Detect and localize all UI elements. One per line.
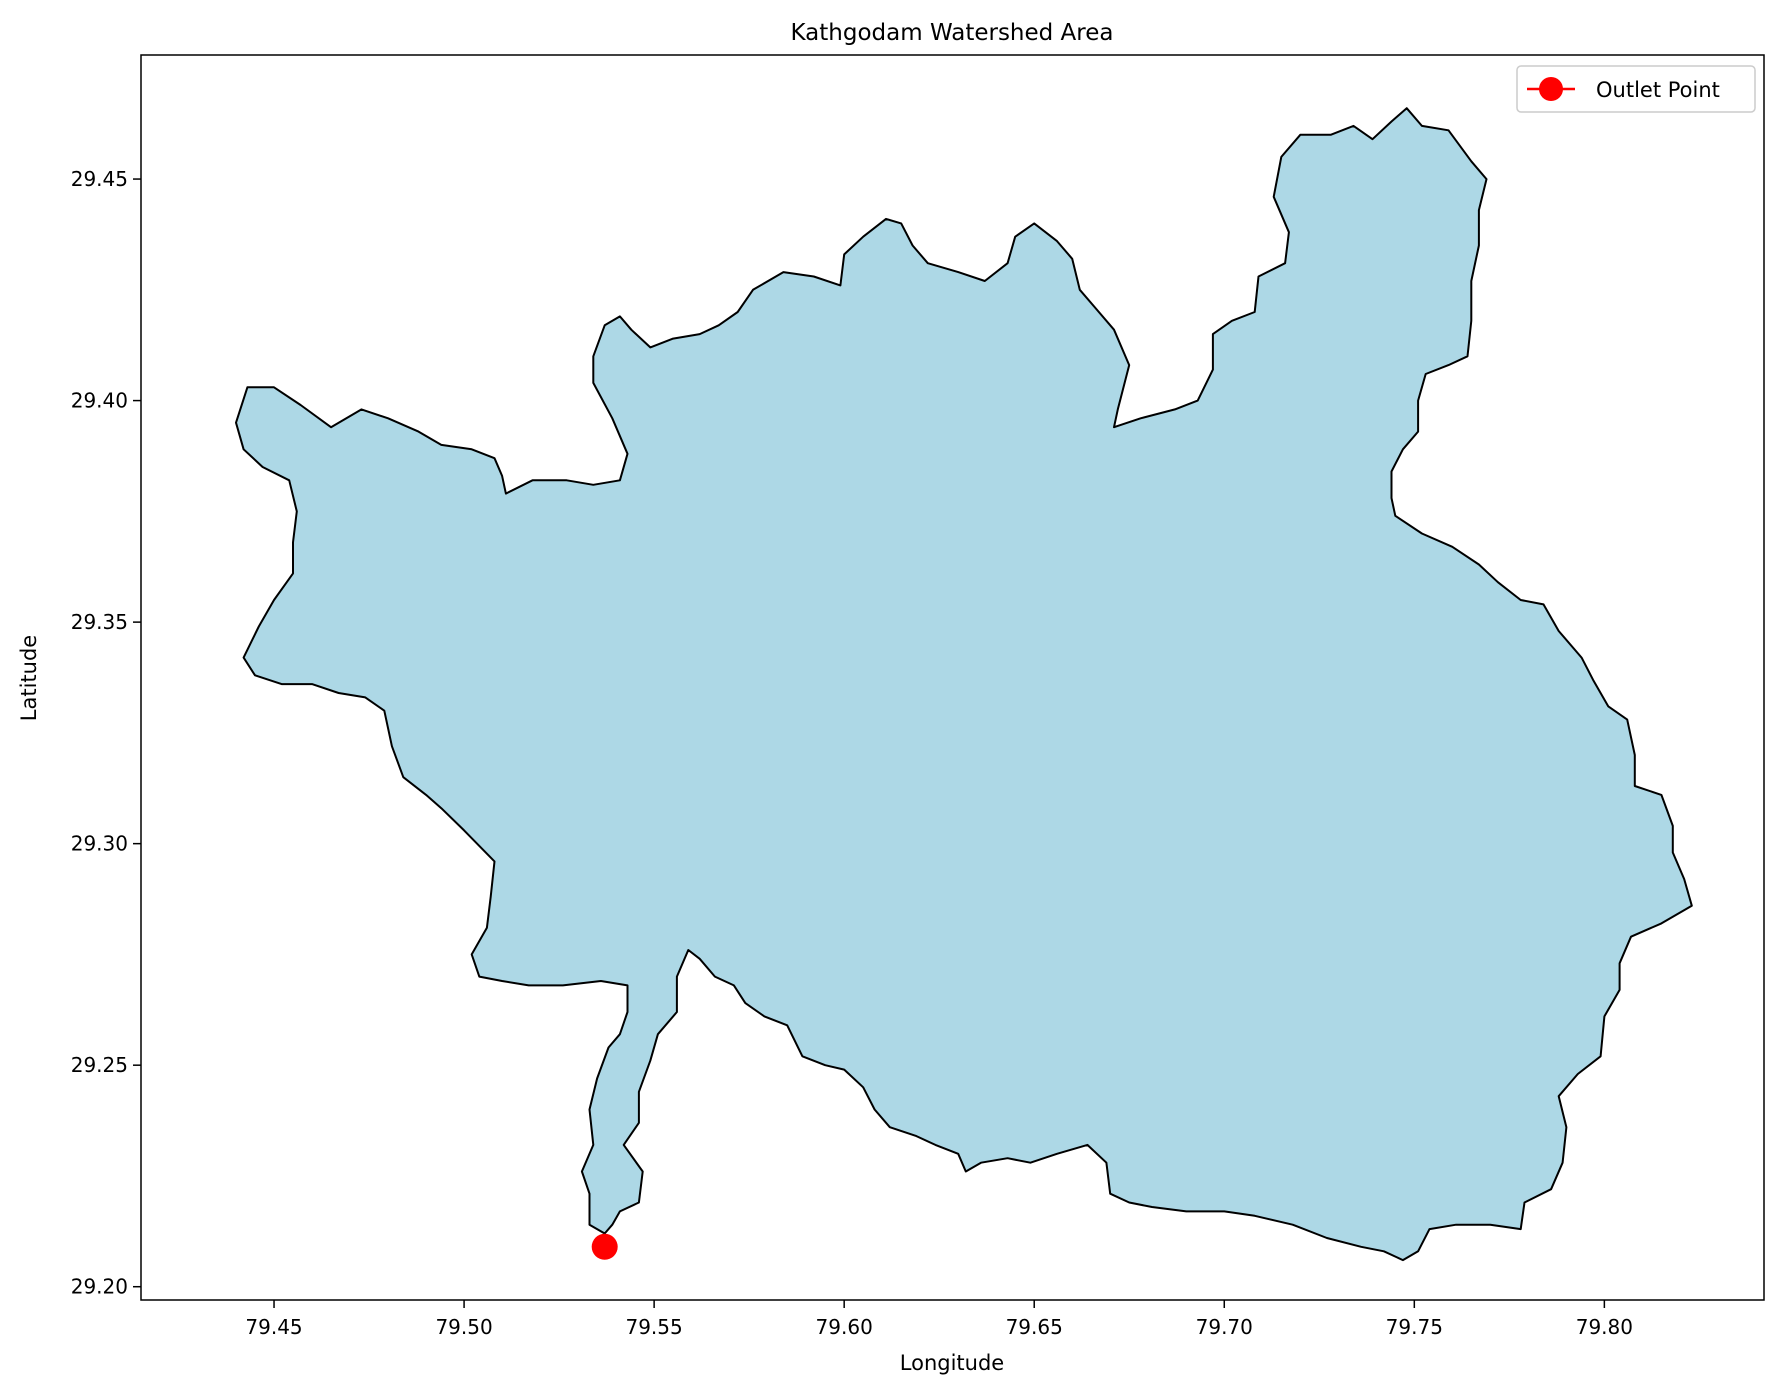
y-tick-label: 29.30 [71,832,128,856]
x-tick-label: 79.50 [435,1315,492,1339]
x-tick-label: 79.80 [1576,1315,1633,1339]
y-axis-label: Latitude [17,635,41,721]
x-axis-ticks: 79.45 79.50 79.55 79.60 79.65 79.70 79.75 79.80 [245,1300,1633,1339]
chart-title: Kathgodam Watershed Area [791,20,1114,46]
x-tick-label: 79.55 [625,1315,682,1339]
watershed-polygon [235,107,1693,1262]
x-tick-label: 79.45 [245,1315,302,1339]
y-tick-label: 29.20 [71,1275,128,1299]
x-tick-label: 79.70 [1196,1315,1253,1339]
legend-marker-icon [1539,77,1563,101]
x-tick-label: 79.65 [1006,1315,1063,1339]
axes-frame [140,54,1765,1301]
x-axis-label: Longitude [900,1351,1004,1375]
y-tick-label: 29.25 [71,1053,128,1077]
y-tick-label: 29.35 [71,610,128,634]
y-axis-ticks: 29.20 29.25 29.30 29.35 29.40 29.45 [71,167,141,1299]
outlet-point-marker [591,1233,618,1260]
plot-area [235,107,1693,1262]
x-tick-label: 79.75 [1386,1315,1443,1339]
x-tick-label: 79.60 [816,1315,873,1339]
legend-label-outlet: Outlet Point [1596,78,1720,102]
y-tick-label: 29.40 [71,389,128,413]
legend-box [1516,65,1756,113]
legend: Outlet Point [1516,65,1756,113]
y-tick-label: 29.45 [71,167,128,191]
